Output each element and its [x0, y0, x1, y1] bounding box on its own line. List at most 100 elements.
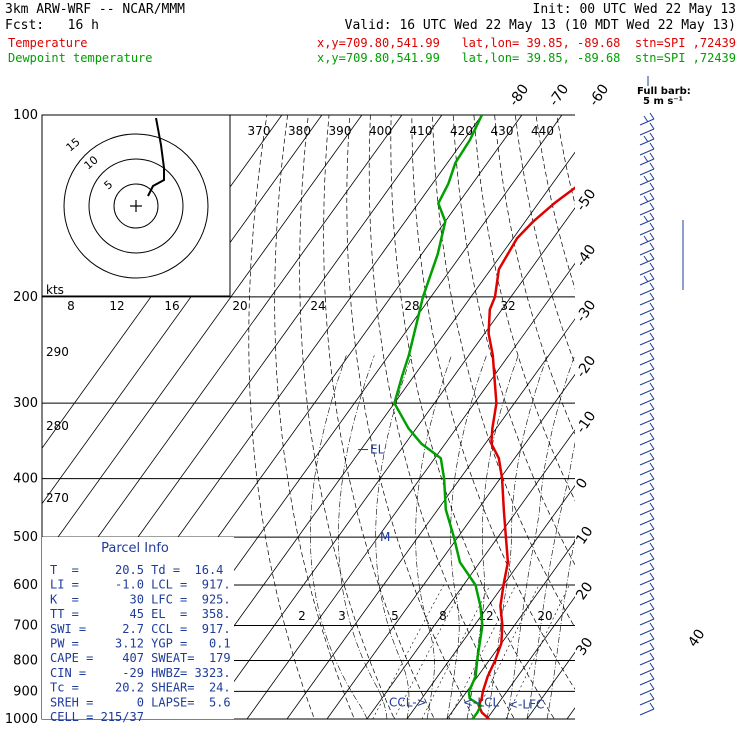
- wind-key-line1: Full barb:: [637, 86, 691, 97]
- parcel-info-panel: Parcel Info T = 20.5 Td = 16.4LI = -1.0 L…: [42, 537, 234, 724]
- moist-adiabat: [486, 355, 548, 719]
- wind-barb-feather: [649, 342, 655, 350]
- moist-adiabat: [546, 536, 575, 719]
- wind-barb: [639, 438, 655, 446]
- wind-barb-feather: [649, 532, 655, 540]
- wind-barb-feather: [649, 122, 655, 130]
- isotherm-line: [406, 484, 575, 719]
- wind-barb-feather: [649, 132, 655, 140]
- parcel-row: CELL = 215/37: [50, 710, 144, 724]
- moist-adiabat: [526, 441, 575, 719]
- wind-barb-feather: [649, 372, 655, 380]
- wind-barb-feather: [649, 362, 655, 370]
- wind-barb-feather: [649, 272, 655, 280]
- parcel-row: CAPE = 407 SWEAT= 179: [50, 651, 231, 665]
- dry-adiabat: [535, 115, 575, 290]
- theta-e-label: 380: [288, 124, 311, 138]
- wind-barb: [639, 138, 655, 146]
- isotherm-line: [246, 262, 575, 719]
- wind-barb: [639, 538, 655, 546]
- hodograph-unit-label: kts: [46, 283, 64, 297]
- wind-barb: [639, 148, 655, 156]
- wind-barb-feather: [649, 552, 655, 560]
- dry-adiabat: [702, 115, 740, 732]
- hodograph-trace: [147, 117, 165, 197]
- dry-adiabat: [248, 115, 315, 719]
- wind-barb: [639, 598, 655, 606]
- temperature-tick-label: 10: [573, 524, 596, 548]
- dry-adiabat: [346, 115, 475, 719]
- wind-barb-feather: [649, 302, 655, 310]
- wind-barb-feather: [649, 672, 655, 680]
- temperature-legend-label: Temperature: [8, 36, 88, 50]
- wind-barb-feather: [649, 492, 655, 500]
- wind-barb: [639, 678, 655, 686]
- wind-barb: [639, 588, 655, 596]
- pressure-tick-label: 400: [13, 472, 38, 487]
- dry-adiabat: [598, 115, 740, 732]
- wind-barb: [639, 558, 655, 566]
- temperature-tick-label: -50: [573, 186, 599, 214]
- isotherm-line: [526, 651, 575, 719]
- valid-time: Valid: 16 UTC Wed 22 May 13 (10 MDT Wed …: [344, 18, 736, 33]
- wind-barb-feather: [649, 262, 655, 270]
- wind-barb-feather: [649, 432, 655, 440]
- wind-barb-feather: [649, 682, 655, 690]
- wind-barb: [639, 238, 655, 246]
- wind-barb-feather: [649, 542, 655, 550]
- wind-barb-feather: [649, 472, 655, 480]
- isotherm-line: [366, 429, 575, 719]
- wind-barb: [639, 278, 655, 286]
- wind-barb: [639, 158, 655, 166]
- wind-barb: [639, 248, 655, 256]
- hodograph-axis-label: 20: [232, 299, 247, 313]
- wind-barb: [639, 428, 655, 436]
- dewpoint-legend-label: Dewpoint temperature: [8, 51, 153, 65]
- wind-barb-feather: [649, 292, 655, 300]
- mixing-ratio-label: 5: [391, 609, 399, 623]
- hodograph-axis-label: 12: [109, 299, 124, 313]
- hodograph-ring: [113, 183, 159, 229]
- moist-adiabat: [375, 355, 412, 719]
- wind-barb: [639, 488, 655, 496]
- isotherm-line: [42, 115, 403, 616]
- dry-adiabat: [619, 115, 740, 732]
- temperature-tick-label: -60: [586, 81, 612, 109]
- wind-barb-feather: [649, 562, 655, 570]
- wind-barb-feather: [649, 222, 655, 230]
- temperature-trace: [477, 186, 575, 719]
- dewpoint-legend-info: x,y=709.80,541.99 lat,lon= 39.85, -89.68…: [316, 51, 736, 65]
- wind-barb-feather: [643, 155, 649, 163]
- wind-barb-feather: [649, 502, 655, 510]
- wind-barb: [639, 118, 655, 126]
- dry-adiabat: [452, 115, 575, 566]
- parcel-row: SREH = 0 LAPSE= 5.6: [50, 695, 231, 709]
- marker-el: EL: [370, 443, 385, 457]
- pressure-tick-label: 200: [13, 290, 38, 305]
- temperature-tick-label: -20: [573, 353, 599, 381]
- pressure-tick-label: 100: [13, 108, 38, 123]
- wind-barb-feather: [649, 622, 655, 630]
- wind-barb-feather: [649, 192, 655, 200]
- wind-barb: [639, 568, 655, 576]
- mixing-ratio-label: 2: [298, 609, 306, 623]
- wind-barb: [639, 318, 655, 326]
- wind-barb-feather: [649, 182, 655, 190]
- pressure-tick-label: 500: [13, 530, 38, 545]
- wind-barb-column: Full barb:5 m s⁻¹: [637, 76, 691, 716]
- temperature-tick-label: 40: [685, 626, 708, 650]
- wind-barb-feather: [649, 582, 655, 590]
- isotherm-line: [42, 115, 363, 560]
- theta-e-label: 390: [329, 124, 352, 138]
- moist-adiabat: [506, 355, 575, 719]
- theta-e-label: 420: [450, 124, 473, 138]
- wind-barb-feather: [649, 382, 655, 390]
- parcel-row: Tc = 20.2 SHEAR= 24.: [50, 681, 231, 695]
- marker-ccl: CCL->: [389, 695, 427, 709]
- dry-adiabat: [323, 115, 435, 719]
- temperature-tick-label: 30: [573, 635, 596, 659]
- wind-barb-feather: [643, 175, 649, 183]
- hodograph-axis-label: 32: [500, 299, 515, 313]
- wind-barb-feather: [643, 255, 649, 263]
